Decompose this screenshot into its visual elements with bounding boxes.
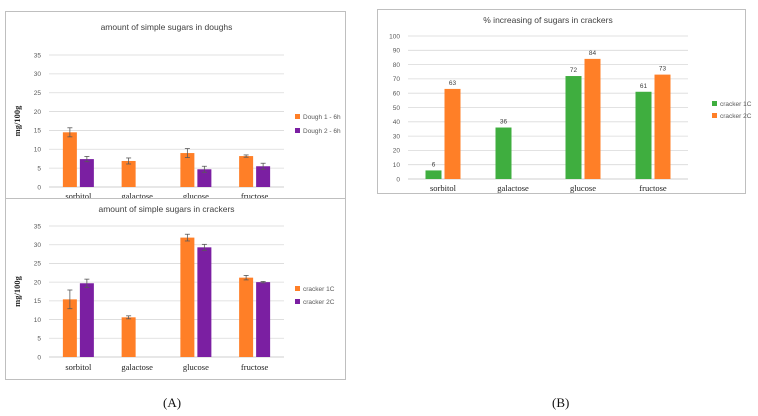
bar xyxy=(197,169,212,187)
increase-chart: % increasing of sugars in crackers 0 10 20 3… xyxy=(389,15,752,193)
bar xyxy=(239,277,254,357)
bar xyxy=(425,170,442,179)
bar xyxy=(635,91,652,179)
y-axis-label: mg/100g xyxy=(12,105,22,136)
x-tick-label: glucose xyxy=(570,183,596,193)
y-tick-label: 50 xyxy=(393,105,401,112)
legend-swatch xyxy=(295,299,300,304)
y-tick-label: 10 xyxy=(393,162,401,169)
bar xyxy=(62,132,77,187)
y-tick-label: 60 xyxy=(393,91,401,98)
y-tick-label: 5 xyxy=(37,336,41,343)
data-label: 6 xyxy=(432,161,436,168)
y-tick-label: 35 xyxy=(34,223,42,230)
y-tick-label: 10 xyxy=(34,147,42,154)
bar xyxy=(256,166,271,187)
x-tick-label: galactose xyxy=(121,362,153,372)
y-tick-label: 30 xyxy=(34,242,42,249)
legend-swatch xyxy=(712,113,717,118)
legend-label: Dough 2 - 6h xyxy=(303,128,341,135)
y-tick-label: 30 xyxy=(34,71,42,78)
legend-label: cracker 1C xyxy=(720,101,752,108)
y-tick-label: 15 xyxy=(34,298,42,305)
x-tick-label: galactose xyxy=(497,183,529,193)
data-label: 63 xyxy=(449,80,457,87)
x-tick-label: galactose xyxy=(121,191,153,201)
y-tick-label: 40 xyxy=(393,119,401,126)
y-tick-label: 100 xyxy=(389,33,400,40)
y-tick-label: 35 xyxy=(34,52,42,59)
y-tick-label: 0 xyxy=(37,354,41,361)
bar xyxy=(239,156,254,187)
bar xyxy=(565,76,582,179)
bar xyxy=(180,237,195,357)
bar xyxy=(79,283,94,357)
y-tick-label: 20 xyxy=(393,148,401,155)
chart-title: amount of simple sugars in doughs xyxy=(101,22,233,32)
bar xyxy=(256,282,271,357)
y-tick-label: 90 xyxy=(393,48,401,55)
x-tick-label: glucose xyxy=(183,191,209,201)
x-tick-label: sorbitol xyxy=(65,362,92,372)
x-tick-label: sorbitol xyxy=(65,191,92,201)
y-tick-label: 0 xyxy=(396,176,400,183)
legend-label: cracker 2C xyxy=(720,113,752,120)
x-tick-label: fructose xyxy=(241,362,269,372)
bar xyxy=(79,159,94,187)
bar xyxy=(444,88,461,179)
y-tick-label: 20 xyxy=(34,279,42,286)
bar xyxy=(62,299,77,357)
data-label: 61 xyxy=(640,83,648,90)
caption-a: (A) xyxy=(163,395,182,410)
bar xyxy=(197,247,212,357)
legend-label: cracker 2C xyxy=(303,299,335,306)
bar xyxy=(180,153,195,187)
bar xyxy=(495,127,512,179)
legend-label: cracker 1C xyxy=(303,286,335,293)
doughs-chart-panel: amount of simple sugars in doughs 0 5 10 15 2… xyxy=(5,11,346,201)
data-label: 73 xyxy=(659,66,667,73)
chart-title: % increasing of sugars in crackers xyxy=(483,15,612,25)
caption-b: (B) xyxy=(552,395,570,410)
doughs-chart: amount of simple sugars in doughs 0 5 10 15 2… xyxy=(12,22,341,201)
bar xyxy=(584,58,601,179)
legend-swatch xyxy=(712,101,717,106)
y-tick-label: 80 xyxy=(393,62,401,69)
crackers-chart-panel: amount of simple sugars in crackers 0 5 10 1… xyxy=(5,198,346,380)
y-tick-label: 30 xyxy=(393,133,401,140)
y-tick-label: 25 xyxy=(34,261,42,268)
x-tick-label: sorbitol xyxy=(430,183,457,193)
y-tick-label: 25 xyxy=(34,90,42,97)
x-tick-label: fructose xyxy=(241,191,269,201)
y-tick-label: 10 xyxy=(34,317,42,324)
increase-chart-panel: % increasing of sugars in crackers 0 10 20 3… xyxy=(377,9,752,194)
legend-swatch xyxy=(295,114,300,119)
legend-swatch xyxy=(295,286,300,291)
crackers-chart: amount of simple sugars in crackers 0 5 10 1… xyxy=(12,204,335,372)
x-tick-label: fructose xyxy=(639,183,667,193)
bar xyxy=(121,160,136,187)
y-tick-label: 15 xyxy=(34,128,42,135)
legend-swatch xyxy=(295,128,300,133)
y-tick-label: 20 xyxy=(34,109,42,116)
y-tick-label: 5 xyxy=(37,165,41,172)
y-axis-label: mg/100g xyxy=(12,275,22,306)
y-tick-label: 70 xyxy=(393,76,401,83)
y-tick-label: 0 xyxy=(37,184,41,191)
x-tick-label: glucose xyxy=(183,362,209,372)
bar xyxy=(121,317,136,357)
legend-label: Dough 1 - 6h xyxy=(303,114,341,121)
data-label: 72 xyxy=(570,67,578,74)
data-label: 36 xyxy=(500,119,508,126)
data-label: 84 xyxy=(589,50,597,57)
bar xyxy=(654,74,671,179)
chart-title: amount of simple sugars in crackers xyxy=(98,204,234,214)
